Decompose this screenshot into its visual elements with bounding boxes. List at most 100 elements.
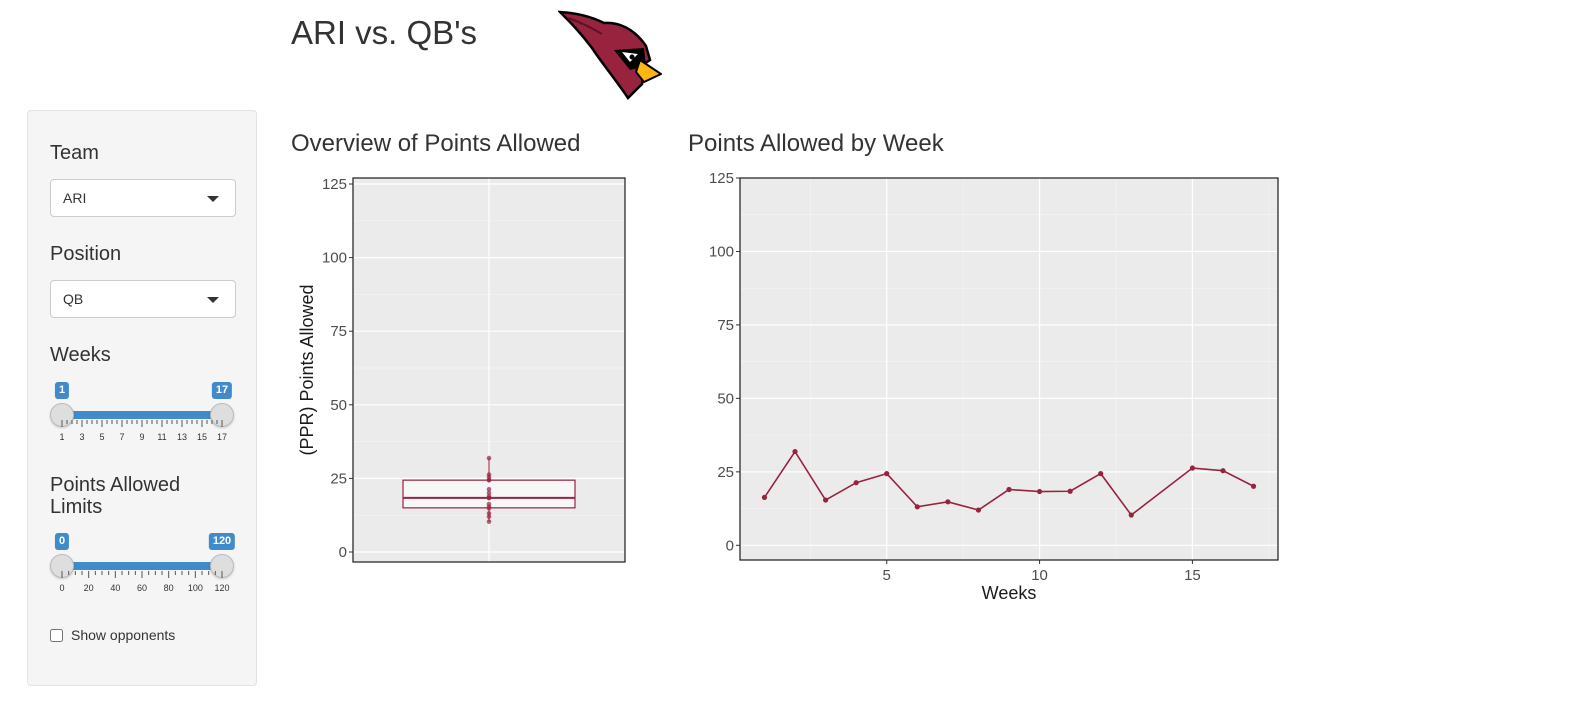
line-point — [945, 499, 951, 505]
position-label: Position — [50, 243, 122, 265]
logo-beak — [634, 58, 662, 84]
position-select[interactable]: QB — [50, 280, 236, 318]
boxplot-y-tick-label: 25 — [330, 470, 347, 487]
boxplot-point — [486, 511, 492, 516]
byweek-title: Points Allowed by Week — [688, 130, 944, 157]
weeks-tick-label: 7 — [119, 432, 125, 442]
line-panel — [740, 178, 1278, 560]
points-from-badge: 0 — [54, 533, 70, 550]
sidebar-panel: Team ARI Position QB Weeks 1 17 1 3 5 7 9 11 1… — [27, 110, 257, 686]
weeks-tick-label: 15 — [196, 432, 208, 442]
boxplot-y-tick-label: 50 — [330, 397, 347, 414]
points-to-badge: 120 — [208, 533, 236, 550]
points-to-handle[interactable] — [210, 554, 234, 578]
points-tick-label: 120 — [214, 583, 230, 593]
line-point — [822, 497, 829, 503]
line-y-tick-label: 25 — [717, 464, 734, 481]
line-x-tick-label: 5 — [883, 567, 891, 584]
line-y-tick-label: 75 — [717, 317, 734, 334]
line-point — [1036, 488, 1043, 495]
weeks-slider-ticks: 1 3 5 7 9 11 13 15 17 — [59, 420, 227, 450]
team-select[interactable]: ARI — [50, 179, 236, 217]
points-tick-label: 80 — [163, 583, 174, 593]
logo-pupil — [629, 54, 635, 60]
line-point — [1189, 465, 1196, 471]
line-series — [763, 450, 1254, 517]
line-point — [1098, 471, 1104, 477]
line-point — [1067, 488, 1073, 494]
byweek-line-chart-svg: 0 25 50 75 100 125 5 10 15 Weeks — [709, 170, 1279, 603]
line-point — [1006, 486, 1012, 493]
team-label: Team — [50, 142, 99, 164]
show-opponents-checkbox[interactable] — [50, 628, 63, 642]
weeks-tick-label: 17 — [216, 432, 228, 442]
line-y-tick-label: 100 — [709, 243, 734, 260]
boxplot-border — [352, 177, 626, 563]
line-point — [853, 480, 859, 486]
line-point — [792, 448, 798, 455]
chevron-down-icon — [207, 297, 219, 303]
points-tick-label: 40 — [110, 583, 121, 593]
line-y-tick-label: 50 — [717, 390, 734, 407]
overview-boxplot-svg: 0 25 50 75 100 125 (PPR) Points Allowed — [297, 176, 626, 563]
overview-title: Overview of Points Allowed — [291, 130, 581, 157]
boxplot-point — [486, 514, 492, 519]
line-point — [1220, 468, 1226, 474]
line-x-axis-title: Weeks — [982, 583, 1037, 603]
weeks-tick-label: 3 — [79, 432, 85, 442]
show-opponents-label: Show opponents — [71, 627, 176, 643]
boxplot-point — [486, 486, 492, 492]
position-select-value: QB — [63, 291, 84, 307]
line-point — [1250, 483, 1257, 489]
boxplot-point — [486, 506, 492, 511]
weeks-slider[interactable]: 1 17 1 3 5 7 9 11 13 15 17 — [50, 382, 240, 448]
boxplot-point — [486, 490, 492, 496]
show-opponents-row[interactable]: Show opponents — [50, 627, 175, 643]
line-y-tick-label: 125 — [709, 170, 734, 187]
weeks-tick-label: 13 — [176, 432, 188, 442]
boxplot-y-tick-label: 125 — [322, 176, 347, 193]
points-tick-marks — [61, 571, 223, 578]
page-title: ARI vs. QB's — [291, 14, 477, 51]
boxplot-point — [486, 474, 492, 480]
weeks-slider-track[interactable] — [62, 411, 222, 419]
points-tick-label: 20 — [83, 583, 94, 593]
line-x-tick-label: 15 — [1184, 567, 1201, 584]
weeks-from-badge: 1 — [54, 382, 70, 399]
weeks-tick-label: 9 — [139, 432, 145, 442]
points-slider-track[interactable] — [62, 562, 222, 570]
line-point — [884, 471, 890, 477]
boxplot-point — [486, 495, 492, 501]
points-slider[interactable]: 0 120 0 20 40 60 80 100 120 — [50, 533, 240, 599]
weeks-tick-label: 11 — [157, 432, 167, 442]
line-point — [761, 494, 768, 501]
chevron-down-icon — [207, 196, 219, 202]
byweek-line-chart: 0 25 50 75 100 125 5 10 15 Weeks — [688, 170, 1308, 620]
points-tick-label: 100 — [187, 583, 203, 593]
boxplot-y-tick-label: 100 — [322, 250, 347, 267]
weeks-tick-marks — [61, 420, 223, 427]
weeks-tick-label: 1 — [59, 432, 65, 442]
line-point — [914, 504, 920, 510]
team-select-value: ARI — [63, 190, 87, 206]
points-tick-label: 60 — [136, 583, 148, 593]
line-border — [739, 177, 1279, 561]
boxplot-point — [486, 519, 492, 524]
line-y-tick-label: 0 — [726, 537, 734, 554]
line-point — [1128, 512, 1134, 518]
boxplot-y-tick-label: 0 — [339, 544, 347, 561]
logo-crest — [567, 17, 603, 35]
points-limits-label: Points Allowed Limits — [50, 474, 181, 518]
cardinals-logo — [558, 10, 662, 100]
boxplot-y-axis-title: (PPR) Points Allowed — [297, 284, 317, 455]
overview-boxplot: 0 25 50 75 100 125 (PPR) Points Allowed — [291, 170, 671, 590]
weeks-label: Weeks — [50, 344, 111, 366]
line-x-tick-label: 10 — [1031, 567, 1048, 584]
points-tick-label: 0 — [59, 583, 65, 593]
boxplot-point — [486, 455, 492, 461]
weeks-tick-label: 5 — [99, 432, 105, 442]
weeks-to-badge: 17 — [211, 382, 233, 399]
line-point — [975, 507, 982, 513]
boxplot-y-tick-label: 75 — [330, 323, 347, 340]
points-slider-ticks: 0 20 40 60 80 100 120 — [59, 571, 230, 601]
